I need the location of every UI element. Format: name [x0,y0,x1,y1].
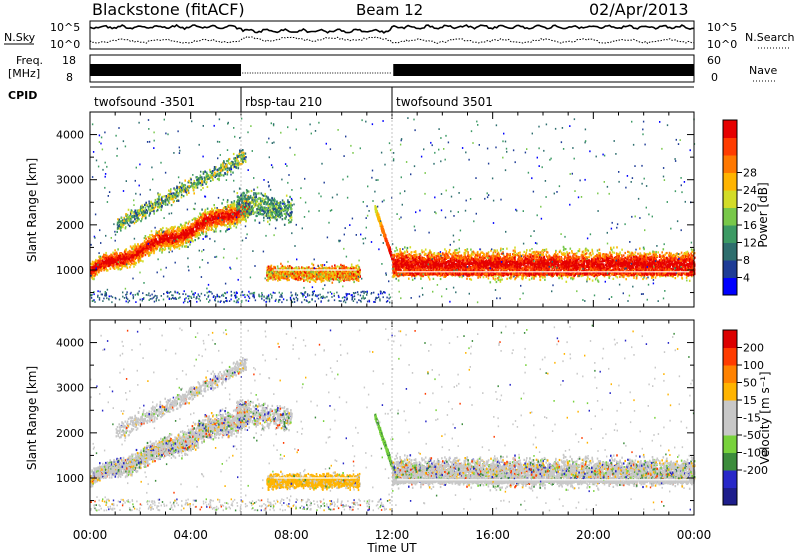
scatter-cell [201,209,203,211]
scatter-cell [154,236,156,238]
freq-tick-top: 18 [62,54,76,67]
freq-label: Freq. [16,54,43,67]
scatter-cell [214,207,216,209]
scatter-cell [101,258,103,260]
scatter-cell [108,265,110,267]
scatter-cell [210,229,212,231]
scatter-cell [99,258,101,260]
freq-block [90,64,241,76]
scatter-cell [215,226,217,228]
scatter-cell [220,230,222,232]
scatter-cell [156,230,158,232]
scatter-cell [150,249,152,251]
cpid-row: CPID twofsound -3501 rbsp-tau 210 twofsoun… [8,87,694,112]
power-scatter [90,117,696,303]
nave-label: Nave [749,64,777,77]
freq-block [393,64,694,76]
scatter-cell [213,229,215,231]
scatter-cell [149,234,151,236]
scatter-cell [211,209,213,211]
scatter-cell [215,230,217,232]
power-panel: 4000300020001000 Slant Range [km] 282420… [25,112,770,307]
scatter-cell [210,226,212,228]
scatter-cell [136,246,138,248]
scatter-cell [159,230,161,232]
scatter-cell [129,266,131,268]
nsearch-tick-top: 10^5 [707,21,737,34]
cpid-segments: twofsound -3501 rbsp-tau 210 twofsound 350… [94,87,493,112]
scatter-cell [151,252,153,254]
scatter-cell [183,242,185,244]
scatter-cell [159,232,161,234]
scatter-cell [145,235,147,237]
scatter-cell [166,230,168,232]
cpid-segment-label: twofsound -3501 [94,95,195,109]
scatter-cell [153,252,155,254]
scatter-cell [132,263,134,265]
scatter-cell [226,220,228,222]
scatter-cell [172,242,174,244]
cpid-segment-label: twofsound 3501 [396,95,493,109]
scatter-cell [114,253,116,255]
freq-panel: Freq. [MHz] 18 8 60 0 Nave [8,54,777,84]
scatter-cell [117,248,119,250]
scatter-cell [213,204,215,206]
nsky-tick-bottom: 10^0 [50,38,80,51]
scatter-cell [202,225,204,227]
date-label: 02/Apr/2013 [589,0,689,19]
cpid-label: CPID [8,89,37,102]
scatter-cell [179,248,181,250]
scatter-cell [231,201,233,203]
cpid-segment-label: rbsp-tau 210 [245,95,322,109]
beam-label: Beam 12 [356,1,423,19]
scatter-cell [202,227,204,229]
nsky-frame [90,21,694,49]
scatter-cell [161,248,163,250]
nsky-series [90,25,694,44]
scatter-cell [188,238,190,240]
radar-figure: Blackstone (fitACF) Beam 12 02/Apr/2013 … [0,0,800,554]
scatter-cell [142,260,144,262]
scatter-cell [222,209,224,211]
scatter-cell [148,255,150,257]
nsky-line [90,25,694,33]
nsearch-label: N.Search [745,31,795,44]
nsky-label: N.Sky [4,31,36,44]
scatter-cell [229,226,231,228]
freq-unit: [MHz] [8,67,40,80]
nave-tick-bottom: 0 [711,71,718,84]
scatter-cell [178,245,180,247]
scatter-cell [221,202,223,204]
nave-tick-top: 60 [707,54,721,67]
scatter-cell [114,249,116,251]
title: Blackstone (fitACF) [92,0,245,19]
scatter-cell [144,237,146,239]
scatter-cell [233,225,235,227]
scatter-cell [229,223,231,225]
scatter-cell [205,209,207,211]
scatter-cell [194,234,196,236]
scatter-cell [186,222,188,224]
scatter-cell [201,230,203,232]
scatter-cell [189,243,191,245]
scatter-cell [227,201,229,203]
scatter-cell [226,224,228,226]
scatter-cell [187,246,189,248]
scatter-cell [137,243,139,245]
scatter-cell [99,263,101,265]
nsearch-line [90,37,694,44]
nsky-tick-top: 10^5 [50,21,80,34]
scatter-cell [112,252,114,254]
scatter-cell [227,226,229,228]
freq-tick-bottom: 8 [66,71,73,84]
scatter-cell [105,252,107,254]
scatter-cell [225,230,227,232]
scatter-cell [145,254,147,256]
freq-series [90,64,694,76]
nsky-panel: N.Sky 10^5 10^0 10^5 10^0 N.Search [4,21,795,51]
scatter-cell [134,243,136,245]
nsearch-tick-bottom: 10^0 [707,38,737,51]
scatter-cell [228,206,230,208]
